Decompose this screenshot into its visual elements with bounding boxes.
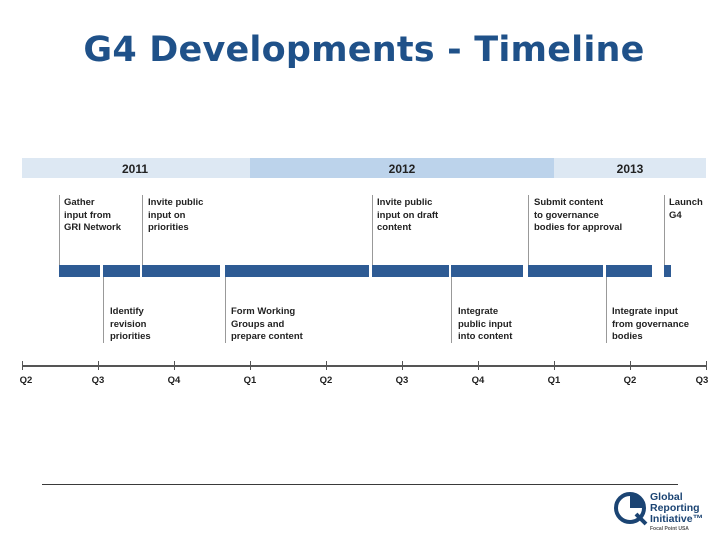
year-label-2011: 2011 <box>121 162 149 176</box>
axis-tick <box>250 361 251 370</box>
page-title: G4 Developments - Timeline <box>83 30 645 70</box>
axis-tick <box>630 361 631 370</box>
connector-line <box>528 195 529 265</box>
axis-tick <box>478 361 479 370</box>
quarter-label: Q2 <box>623 375 637 386</box>
event-working-groups: Form Working Groups and prepare content <box>231 306 303 342</box>
logo-subtitle: Focal Point USA <box>650 526 689 532</box>
timeline-bar <box>142 265 220 277</box>
timeline-bar <box>451 265 523 277</box>
connector-line <box>103 277 104 343</box>
quarter-label: Q3 <box>91 375 105 386</box>
quarter-label: Q3 <box>695 375 709 386</box>
quarter-label: Q4 <box>167 375 181 386</box>
quarter-label: Q2 <box>319 375 333 386</box>
connector-line <box>59 195 60 265</box>
event-identify-priorities: Identify revision priorities <box>110 306 151 342</box>
year-band-2012 <box>250 158 554 178</box>
gri-logo: Global Reporting Initiative™ Focal Point… <box>614 490 722 534</box>
event-integrate-governance: Integrate input from governance bodies <box>612 306 690 342</box>
connector-line <box>664 195 665 265</box>
quarter-axis <box>22 365 707 367</box>
event-integrate-public: Integrate public input into content <box>458 306 513 342</box>
quarter-label: Q2 <box>19 375 33 386</box>
quarter-label: Q4 <box>471 375 485 386</box>
axis-tick <box>174 361 175 370</box>
connector-line <box>142 195 143 265</box>
globe-icon <box>614 492 648 526</box>
logo-line-1: Global <box>650 491 683 503</box>
timeline-bar <box>664 265 671 277</box>
connector-line <box>451 277 452 343</box>
timeline-bar <box>606 265 652 277</box>
axis-tick <box>22 361 23 370</box>
footer-divider <box>42 484 678 485</box>
year-label-2012: 2012 <box>388 162 416 176</box>
timeline-bar <box>103 265 140 277</box>
axis-tick <box>706 361 707 370</box>
year-band-2013 <box>554 158 706 178</box>
axis-tick <box>98 361 99 370</box>
axis-tick <box>326 361 327 370</box>
connector-line <box>606 277 607 343</box>
timeline-bar <box>225 265 369 277</box>
timeline-bar <box>528 265 603 277</box>
event-launch-g4: Launch G4 <box>669 197 703 221</box>
connector-line <box>372 195 373 265</box>
logo-line-3: Initiative™ <box>650 513 704 525</box>
quarter-label: Q1 <box>547 375 561 386</box>
event-gather-input: Gather input from GRI Network <box>64 197 122 233</box>
year-label-2013: 2013 <box>616 162 644 176</box>
axis-tick <box>402 361 403 370</box>
logo-wordmark: Global Reporting Initiative™ <box>650 492 703 525</box>
quarter-label: Q3 <box>395 375 409 386</box>
timeline-bar <box>59 265 100 277</box>
timeline-bar <box>372 265 449 277</box>
quarter-label: Q1 <box>243 375 257 386</box>
axis-tick <box>554 361 555 370</box>
logo-line-2: Reporting <box>650 502 700 514</box>
event-invite-priorities: Invite public input on priorities <box>148 197 204 233</box>
event-submit-governance: Submit content to governance bodies for … <box>534 197 623 233</box>
event-invite-draft: Invite public input on draft content <box>377 197 439 233</box>
year-band-2011 <box>22 158 250 178</box>
connector-line <box>225 277 226 343</box>
